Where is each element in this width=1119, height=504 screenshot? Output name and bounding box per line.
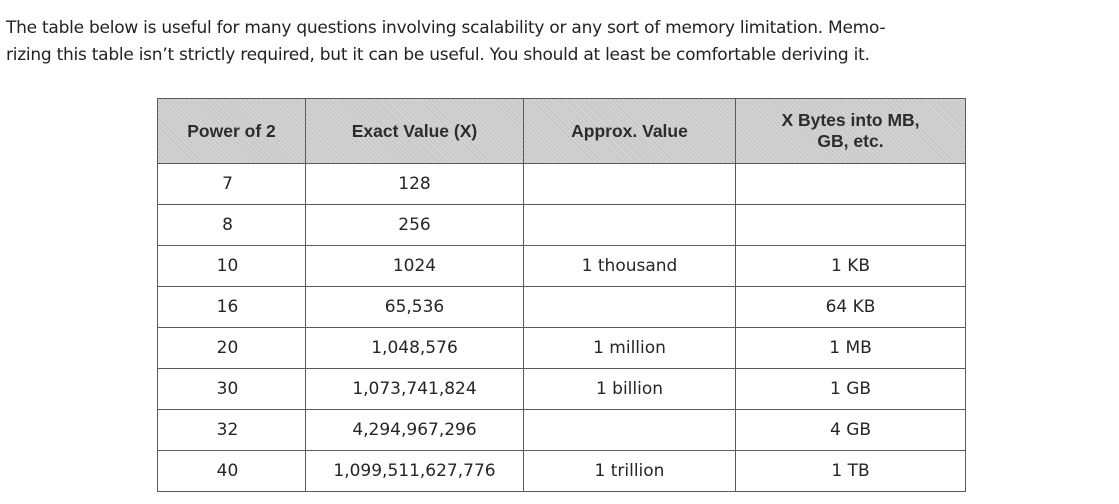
cell-exact-value: 256 (305, 204, 524, 246)
header-approx-value: Approx. Value (523, 98, 736, 164)
cell-exact-value: 1,099,511,627,776 (305, 450, 524, 492)
cell-exact-value: 1,048,576 (305, 327, 524, 369)
table-row: 40 1,099,511,627,776 1 trillion 1 TB (157, 450, 966, 492)
cell-bytes: 1 GB (735, 368, 966, 410)
table-body: 7 128 8 256 10 1024 1 thousand 1 KB 16 6… (157, 163, 966, 492)
cell-approx-value: 1 million (523, 327, 736, 369)
table-row: 8 256 (157, 204, 966, 246)
cell-bytes (735, 163, 966, 205)
table-row: 7 128 (157, 163, 966, 205)
cell-power: 20 (157, 327, 306, 369)
header-bytes-line-1: X Bytes into MB, (781, 110, 920, 130)
intro-paragraph: The table below is useful for many quest… (6, 15, 1111, 69)
cell-exact-value: 1,073,741,824 (305, 368, 524, 410)
cell-approx-value: 1 thousand (523, 245, 736, 287)
header-exact-value: Exact Value (X) (305, 98, 524, 164)
cell-approx-value: 1 trillion (523, 450, 736, 492)
cell-bytes: 1 TB (735, 450, 966, 492)
cell-approx-value: 1 billion (523, 368, 736, 410)
powers-of-two-table-container: Power of 2 Exact Value (X) Approx. Value… (157, 98, 966, 492)
cell-power: 32 (157, 409, 306, 451)
cell-approx-value (523, 409, 736, 451)
header-bytes-conversion: X Bytes into MB, GB, etc. (735, 98, 966, 164)
cell-exact-value: 128 (305, 163, 524, 205)
table-row: 10 1024 1 thousand 1 KB (157, 245, 966, 287)
cell-exact-value: 4,294,967,296 (305, 409, 524, 451)
cell-power: 16 (157, 286, 306, 328)
cell-approx-value (523, 204, 736, 246)
cell-power: 8 (157, 204, 306, 246)
header-bytes-line-2: GB, etc. (817, 131, 884, 151)
table-row: 30 1,073,741,824 1 billion 1 GB (157, 368, 966, 410)
table-row: 20 1,048,576 1 million 1 MB (157, 327, 966, 369)
table-header: Power of 2 Exact Value (X) Approx. Value… (157, 98, 966, 164)
table-row: 32 4,294,967,296 4 GB (157, 409, 966, 451)
cell-power: 7 (157, 163, 306, 205)
cell-exact-value: 1024 (305, 245, 524, 287)
cell-bytes (735, 204, 966, 246)
cell-exact-value: 65,536 (305, 286, 524, 328)
cell-approx-value (523, 286, 736, 328)
intro-line-2: rizing this table isn’t strictly require… (6, 45, 870, 65)
cell-power: 30 (157, 368, 306, 410)
header-power-of-2: Power of 2 (157, 98, 306, 164)
powers-of-two-table: Power of 2 Exact Value (X) Approx. Value… (157, 98, 966, 492)
cell-bytes: 1 MB (735, 327, 966, 369)
table-row: 16 65,536 64 KB (157, 286, 966, 328)
cell-bytes: 1 KB (735, 245, 966, 287)
cell-power: 40 (157, 450, 306, 492)
intro-line-1: The table below is useful for many quest… (6, 18, 886, 38)
cell-bytes: 4 GB (735, 409, 966, 451)
cell-power: 10 (157, 245, 306, 287)
cell-bytes: 64 KB (735, 286, 966, 328)
cell-approx-value (523, 163, 736, 205)
header-row: Power of 2 Exact Value (X) Approx. Value… (157, 98, 966, 164)
